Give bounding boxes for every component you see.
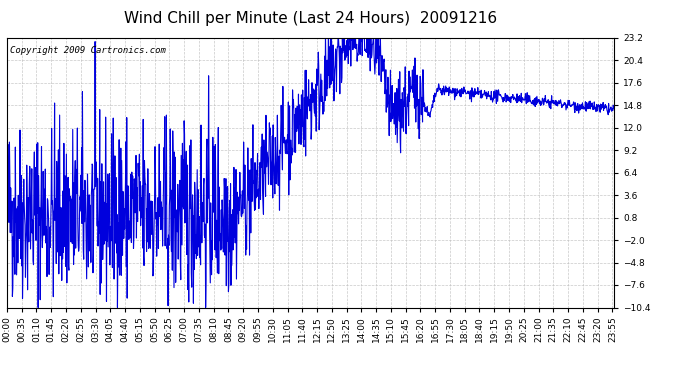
Text: Copyright 2009 Cartronics.com: Copyright 2009 Cartronics.com: [10, 46, 166, 55]
Text: Wind Chill per Minute (Last 24 Hours)  20091216: Wind Chill per Minute (Last 24 Hours) 20…: [124, 11, 497, 26]
